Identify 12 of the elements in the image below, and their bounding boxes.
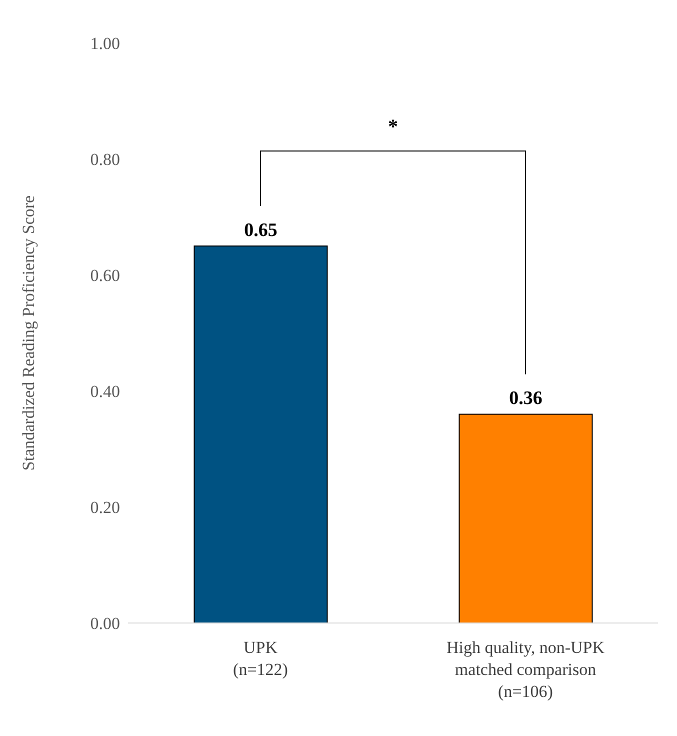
y-tick-label: 1.00: [90, 34, 120, 54]
y-tick-label: 0.20: [90, 498, 120, 518]
x-tick-label: UPK (n=122): [233, 638, 288, 679]
data-label: 0.65: [244, 220, 278, 241]
data-label: 0.36: [509, 388, 542, 410]
y-axis-title: Standardized Reading Proficiency Score: [19, 195, 38, 471]
y-tick-label: 0.00: [90, 614, 120, 634]
y-tick-label: 0.80: [90, 150, 120, 170]
annotation: *: [388, 116, 398, 138]
x-tick-label: High quality, non-UPK matched comparison (n=106): [446, 638, 606, 701]
y-tick-label: 0.40: [90, 382, 120, 402]
y-tick-label: 0.60: [90, 266, 120, 286]
